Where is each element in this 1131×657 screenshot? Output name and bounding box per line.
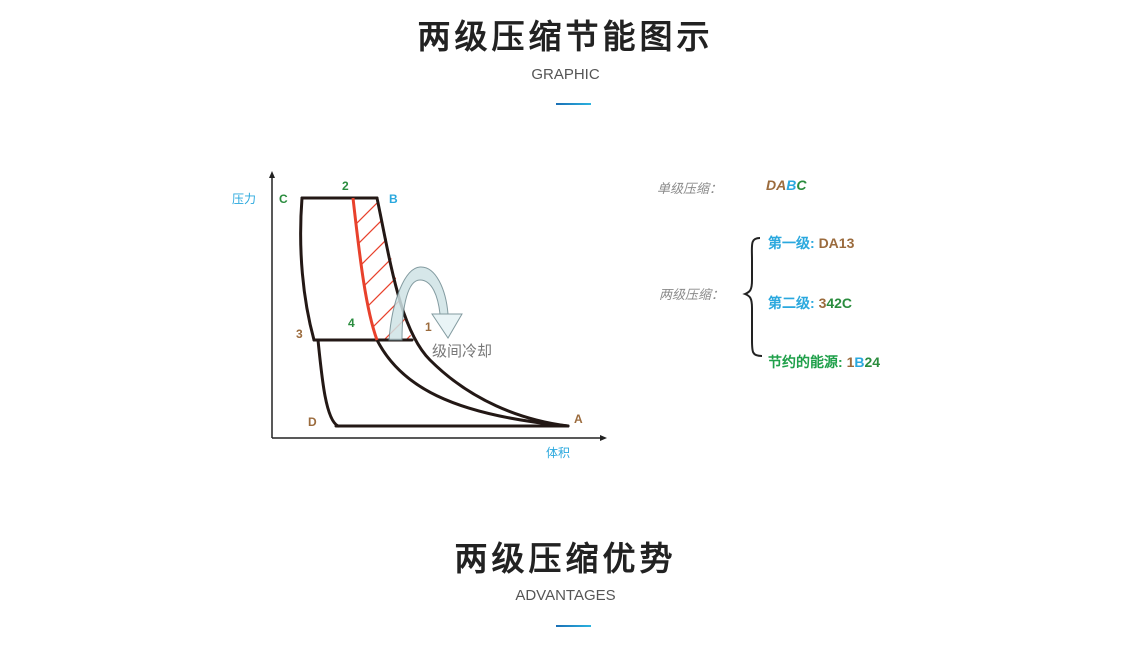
curve-3-D (316, 338, 340, 428)
point-C-label: C (279, 192, 288, 206)
x-axis-arrow-icon (600, 435, 607, 441)
point-1-label: 1 (425, 320, 432, 334)
stage1-value: DA13 (818, 235, 855, 251)
title-underline (556, 625, 591, 627)
point-A-label: A (574, 412, 583, 426)
section-subtitle-graphic: GRAPHIC (531, 66, 600, 83)
title-underline (556, 103, 591, 105)
point-D-label: D (308, 415, 317, 429)
intercooling-label: 级间冷却 (432, 342, 492, 360)
section-subtitle-advantages: ADVANTAGES (515, 587, 616, 604)
brace-icon (742, 237, 763, 357)
x-axis-label: 体积 (546, 446, 570, 460)
saving-value-b: B (854, 354, 865, 370)
section-title-advantages: 两级压缩优势 (454, 539, 677, 578)
section-title-graphic: 两级压缩节能图示 (417, 17, 714, 56)
saving-value-24: 24 (864, 354, 881, 370)
point-4-label: 4 (348, 316, 355, 330)
stage2-value-42c: 42C (826, 295, 853, 311)
y-axis-arrow-icon (269, 171, 275, 178)
stage1-label: 第一级: (768, 235, 819, 251)
curve-2-4 (351, 197, 379, 341)
y-axis-label: 压力 (232, 192, 256, 206)
single-stage-value-da: DA (766, 177, 787, 193)
saving-label: 节约的能源: (768, 354, 847, 370)
single-stage-value-c: C (796, 177, 807, 193)
point-2-label: 2 (342, 179, 349, 193)
curve-4-A (375, 338, 570, 428)
stage2-value-3: 3 (818, 295, 827, 311)
two-stage-label: 两级压缩： (659, 288, 725, 303)
saving-value-1: 1 (846, 354, 855, 370)
stage2-label: 第二级: (768, 295, 819, 311)
point-B-label: B (389, 192, 398, 206)
curve-C-3 (299, 196, 316, 342)
single-stage-label: 单级压缩： (657, 182, 723, 197)
curve-B-A (375, 196, 570, 428)
single-stage-value-b: B (786, 177, 797, 193)
point-3-label: 3 (296, 327, 303, 341)
intercooling-arrow-icon (388, 266, 463, 341)
